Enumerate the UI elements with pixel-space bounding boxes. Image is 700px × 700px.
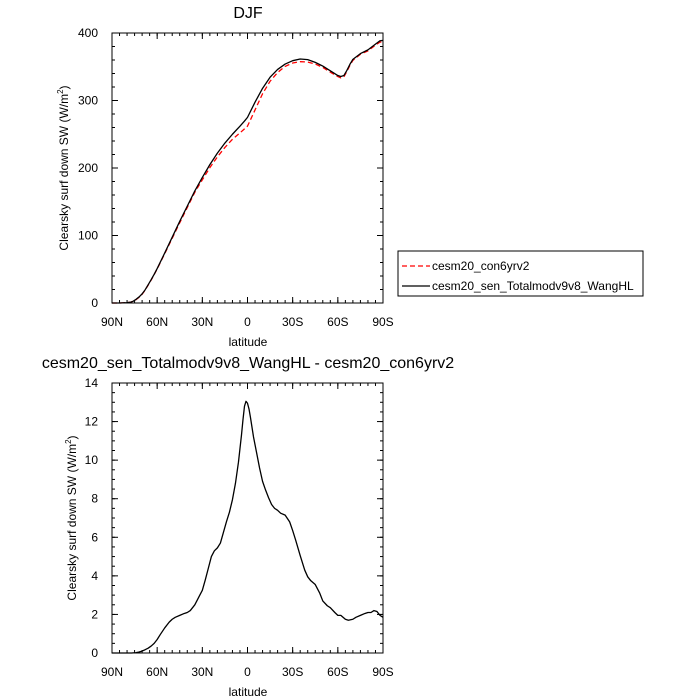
- top-y-tick-label: 100: [78, 229, 98, 243]
- top-x-tick-label: 90N: [101, 315, 123, 329]
- bottom-y-tick-label: 6: [91, 530, 98, 544]
- top-x-tick-label: 60S: [327, 315, 348, 329]
- legend-label-wanghl: cesm20_sen_Totalmodv9v8_WangHL: [432, 279, 634, 293]
- legend-label-con6yrv2: cesm20_con6yrv2: [432, 259, 530, 273]
- bottom-plot-frame: [111, 382, 384, 654]
- bottom-plot-title: cesm20_sen_Totalmodv9v8_WangHL - cesm20_…: [42, 355, 454, 372]
- top-y-tick-label: 300: [78, 94, 98, 108]
- bottom-y-tick-label: 10: [85, 453, 99, 467]
- top-x-tick-label: 90S: [372, 315, 393, 329]
- top-x-tick-label: 60N: [146, 315, 168, 329]
- bottom-y-tick-label: 4: [91, 569, 98, 583]
- bottom-y-tick-label: 8: [91, 492, 98, 506]
- bottom-y-axis-title-close: ): [65, 435, 79, 439]
- top-plot-lines: [112, 39, 384, 304]
- bottom-y-axis-title-main: Clearsky surf down SW (W/m: [65, 444, 79, 601]
- bottom-x-tick-label: 60S: [327, 665, 348, 679]
- top-y-axis-title: Clearsky surf down SW (W/m2): [56, 85, 71, 250]
- top-x-tick-label: 0: [244, 315, 251, 329]
- bottom-panel: cesm20_sen_Totalmodv9v8_WangHL - cesm20_…: [42, 355, 454, 699]
- bottom-y-tick-label: 12: [85, 415, 99, 429]
- top-y-axis-title-sup: 2: [56, 89, 65, 94]
- top-y-tick-label: 400: [78, 26, 98, 40]
- top-y-axis-title-close: ): [57, 85, 71, 89]
- top-series-line-2: [112, 39, 384, 304]
- top-plot-frame: [111, 32, 384, 304]
- top-y-axis-title-main: Clearsky surf down SW (W/m: [57, 94, 71, 251]
- bottom-y-tick-label: 2: [91, 607, 98, 621]
- bottom-series-line-1: [112, 400, 384, 654]
- bottom-x-tick-label: 60N: [146, 665, 168, 679]
- bottom-y-axis-title: Clearsky surf down SW (W/m2): [64, 435, 79, 600]
- bottom-x-axis-title: latitude: [229, 685, 268, 699]
- top-x-tick-label: 30S: [282, 315, 303, 329]
- top-y-tick-label: 200: [78, 161, 98, 175]
- top-plot-title: DJF: [233, 5, 263, 22]
- bottom-axis-ticks: 90N 60N 30N 0 30S 60S 90S 0 2 4 6 8 10 12 14: [85, 376, 394, 679]
- bottom-x-tick-label: 30S: [282, 665, 303, 679]
- bottom-y-tick-label: 0: [91, 646, 98, 660]
- bottom-x-tick-label: 0: [244, 665, 251, 679]
- bottom-x-tick-label: 90S: [372, 665, 393, 679]
- legend: cesm20_con6yrv2 cesm20_sen_Totalmodv9v8_…: [397, 250, 644, 297]
- bottom-x-tick-label: 30N: [191, 665, 213, 679]
- top-x-axis-title: latitude: [229, 335, 268, 349]
- bottom-plot-lines: [112, 400, 384, 654]
- bottom-y-axis-title-sup: 2: [64, 439, 73, 444]
- top-series-line-1: [112, 41, 384, 304]
- bottom-y-tick-label: 14: [85, 376, 99, 390]
- bottom-x-tick-label: 90N: [101, 665, 123, 679]
- legend-box: [397, 250, 644, 297]
- top-y-tick-label: 0: [91, 296, 98, 310]
- top-x-tick-label: 30N: [191, 315, 213, 329]
- top-panel: DJF 90N 60N 30N 0 30S 60S 90S 0 100 200 300 400 lat…: [56, 5, 394, 349]
